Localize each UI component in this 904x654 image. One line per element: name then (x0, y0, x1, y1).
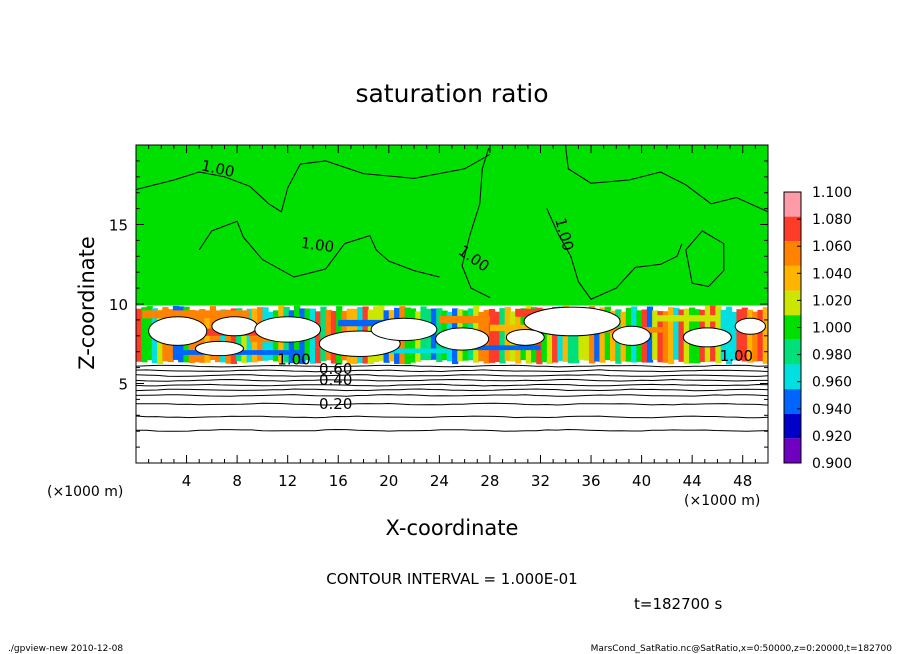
saturated-region (136, 145, 768, 306)
clear-air-region (136, 364, 768, 463)
colorbar-swatch (784, 241, 801, 266)
colorbar-label: 0.900 (812, 456, 852, 472)
colorbar-swatch (784, 192, 801, 217)
colorbar-label: 1.060 (812, 239, 852, 255)
x-tick-label: 4 (182, 472, 192, 490)
contour-label: 0.20 (319, 395, 352, 413)
x-tick-label: 48 (733, 472, 752, 490)
footer-left: ./gpview-new 2010-12-08 (8, 644, 123, 654)
y-tick-label: 10 (109, 296, 128, 314)
time-label: t=182700 s (634, 595, 722, 613)
colorbar-label: 0.980 (812, 348, 852, 364)
contour-label: 0.60 (319, 360, 352, 378)
contour-interval-text: CONTOUR INTERVAL = 1.000E-01 (326, 570, 577, 588)
contour-line-1-00 (565, 148, 768, 213)
colorbar-swatch (784, 216, 801, 242)
y-tick-label: 5 (118, 376, 128, 394)
colorbar: 1.100 1.080 1.060 1.040 1.020 1.000 0.980 0.960… (783, 185, 852, 472)
colorbar-label: 1.000 (812, 321, 852, 337)
footer-right: MarsCond_SatRatio.nc@SatRatio,x=0:50000,… (591, 644, 893, 654)
cloud-layer (136, 305, 768, 365)
x-axis-unit: (×1000 m) (684, 493, 760, 509)
contour-label: 1.00 (720, 347, 753, 365)
x-tick-label: 12 (278, 472, 297, 490)
contour-line (136, 383, 768, 387)
y-tick-label: 15 (109, 217, 128, 235)
colorbar-label: 0.940 (812, 402, 852, 418)
x-tick-label: 20 (379, 472, 398, 490)
x-tick-label: 40 (632, 472, 651, 490)
field (136, 145, 768, 463)
chart-title: saturation ratio (355, 79, 548, 108)
x-tick-label: 36 (581, 472, 600, 490)
plot-area: 1.001.00 1.001.001.00 1.000.600.400.20 (135, 144, 769, 464)
y-axis-unit: (×1000 m) (47, 484, 123, 500)
contour-line (136, 415, 768, 419)
contour-line-1-00 (546, 208, 683, 300)
colorbar-swatch (784, 290, 801, 316)
colorbar-swatch (784, 364, 801, 390)
contour-line-1-00 (198, 220, 440, 278)
colorbar-swatch (784, 339, 801, 365)
x-axis-ticks: 4 8 12 16 20 24 28 32 36 40 44 48 (148, 145, 756, 490)
colorbar-label: 1.020 (812, 293, 852, 309)
contour-line (136, 394, 768, 397)
x-tick-label: 44 (683, 472, 702, 490)
contour-label: 1.00 (277, 350, 310, 368)
contour-line (136, 388, 768, 392)
colorbar-label: 0.920 (812, 429, 852, 445)
colorbar-swatch (784, 315, 801, 340)
colorbar-label: 0.960 (812, 375, 852, 391)
x-tick-label: 24 (430, 472, 449, 490)
contour-line (136, 402, 768, 406)
x-tick-label: 28 (480, 472, 499, 490)
colorbar-swatch (784, 438, 801, 463)
colorbar-label: 1.040 (812, 266, 852, 282)
contour-line (136, 374, 768, 377)
contour-line (136, 428, 768, 432)
colorbar-label: 1.100 (812, 185, 852, 201)
colorbar-swatch (784, 265, 801, 291)
x-tick-label: 32 (531, 472, 550, 490)
y-axis-ticks: 5 10 15 (109, 160, 768, 448)
contour-label: 1.00 (300, 234, 336, 256)
colorbar-swatch (784, 389, 801, 414)
contour-line-1-00 (685, 230, 725, 288)
y-axis-label: Z-coordinate (75, 236, 99, 370)
contour-line (136, 378, 768, 382)
contour-line (136, 364, 768, 368)
x-tick-label: 8 (232, 472, 242, 490)
colorbar-swatch (784, 413, 801, 439)
contour-line (136, 369, 768, 373)
x-tick-label: 16 (329, 472, 348, 490)
contour-line-1-00 (136, 154, 491, 213)
contour-label: 0.40 (319, 371, 352, 389)
colorbar-label: 1.080 (812, 212, 852, 228)
contour-line-1-00 (461, 148, 491, 299)
x-axis-label: X-coordinate (386, 516, 519, 540)
